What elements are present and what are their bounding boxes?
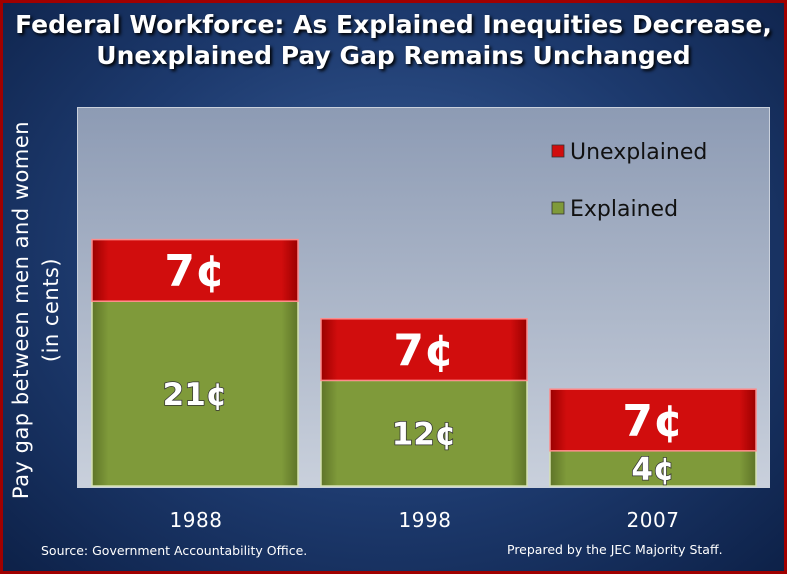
- x-tick-1998: 1998: [398, 508, 452, 532]
- legend-swatch-explained: [551, 201, 565, 215]
- data-label-explained-2007: 4¢: [631, 452, 674, 487]
- source-note: Source: Government Accountability Office…: [41, 543, 308, 558]
- x-tick-2007: 2007: [626, 508, 680, 532]
- data-label-unexplained-1988: 7¢: [164, 246, 225, 297]
- chart-svg: 21¢ 7¢ 12¢ 7¢ 4¢ 7¢ Unexplained Explained: [91, 140, 757, 487]
- bar-explained-2007: [549, 450, 757, 487]
- y-axis-label-line-2: (in cents): [39, 257, 63, 363]
- data-label-explained-1998: 12¢: [392, 416, 457, 452]
- y-axis-label: Pay gap between men and women (in cents): [6, 60, 76, 560]
- legend-label-unexplained: Unexplained: [570, 140, 707, 165]
- bar-unexplained-1998: [320, 318, 528, 382]
- bar-explained-1988: [91, 300, 299, 487]
- x-tick-1988: 1988: [169, 508, 223, 532]
- data-label-unexplained-1998: 7¢: [393, 325, 454, 376]
- title-line-2: Unexplained Pay Gap Remains Unchanged: [96, 41, 691, 70]
- bar-unexplained-2007: [549, 388, 757, 452]
- bar-unexplained-1988: [91, 238, 299, 302]
- prepared-by-note: Prepared by the JEC Majority Staff.: [507, 542, 723, 557]
- plot-area: 21¢ 7¢ 12¢ 7¢ 4¢ 7¢ Unexplained Explained: [77, 107, 770, 488]
- data-label-unexplained-2007: 7¢: [622, 396, 683, 447]
- data-label-explained-1988: 21¢: [163, 377, 228, 413]
- y-axis-label-line-1: Pay gap between men and women: [9, 120, 33, 500]
- title-line-1: Federal Workforce: As Explained Inequiti…: [15, 10, 772, 39]
- chart-title: Federal Workforce: As Explained Inequiti…: [3, 9, 784, 71]
- legend-label-explained: Explained: [570, 197, 678, 222]
- legend-swatch-unexplained: [551, 144, 565, 158]
